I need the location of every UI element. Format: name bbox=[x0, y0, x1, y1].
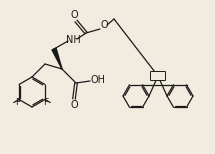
Polygon shape bbox=[52, 48, 62, 69]
Text: O: O bbox=[70, 10, 78, 20]
Text: Abs: Abs bbox=[152, 73, 164, 79]
FancyBboxPatch shape bbox=[150, 71, 166, 81]
Text: O: O bbox=[100, 20, 108, 30]
Text: NH: NH bbox=[66, 35, 80, 45]
Text: OH: OH bbox=[91, 75, 106, 85]
Text: F: F bbox=[44, 98, 49, 107]
Text: F: F bbox=[15, 98, 20, 107]
Text: O: O bbox=[70, 100, 78, 110]
